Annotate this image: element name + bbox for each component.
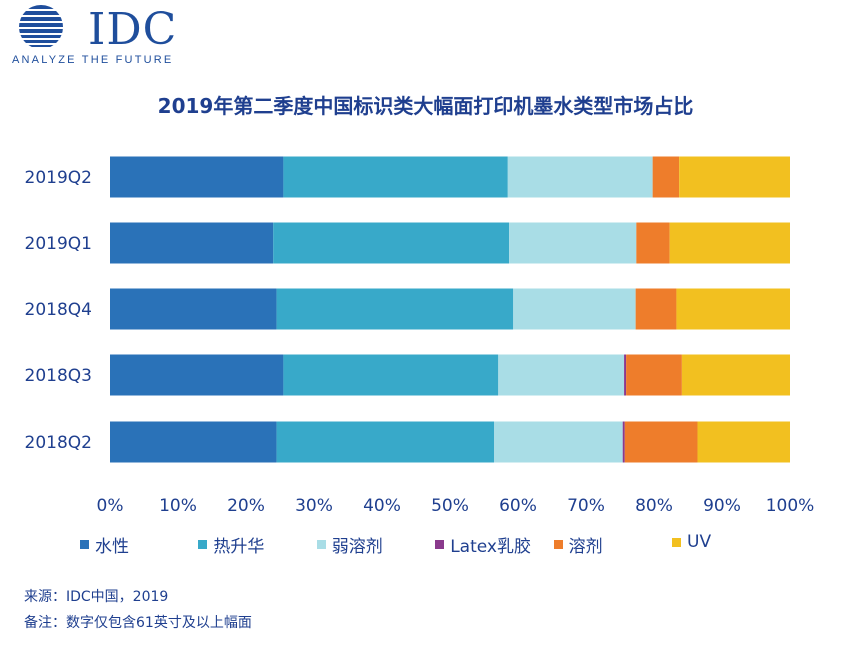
bar-segment bbox=[513, 288, 636, 330]
idc-globe-icon bbox=[19, 5, 63, 47]
bar-segment bbox=[276, 288, 514, 330]
legend-label: 溶剂 bbox=[568, 537, 603, 557]
legend-item: 弱溶剂 bbox=[316, 532, 383, 557]
x-tick-label: 0% bbox=[97, 496, 124, 516]
legend-item: 水性 bbox=[80, 532, 129, 557]
legend-label: 热升华 bbox=[213, 537, 265, 557]
source-note: 来源：IDC中国，2019 bbox=[24, 589, 169, 605]
bar-segment bbox=[110, 421, 277, 463]
legend-item: 热升华 bbox=[198, 532, 264, 557]
legend-label: 水性 bbox=[95, 537, 129, 557]
bar-segment bbox=[624, 354, 627, 396]
idc-logo: IDC ANALYZE THE FUTURE bbox=[10, 4, 180, 68]
bar-segment bbox=[507, 156, 653, 198]
x-tick-label: 40% bbox=[363, 496, 401, 516]
bar-segment bbox=[697, 421, 790, 463]
bar-segment bbox=[624, 421, 698, 463]
category-label: 2018Q3 bbox=[25, 366, 92, 386]
bar-segment bbox=[110, 222, 274, 264]
bar-segment bbox=[635, 288, 677, 330]
legend-swatch bbox=[435, 540, 445, 549]
x-tick-label: 80% bbox=[635, 496, 673, 516]
bar-segment bbox=[276, 421, 495, 463]
x-tick-label: 50% bbox=[431, 496, 469, 516]
category-label: 2019Q2 bbox=[25, 168, 92, 188]
bar-segment bbox=[681, 354, 790, 396]
legend-swatch bbox=[553, 540, 563, 549]
bar-segment bbox=[110, 354, 284, 396]
x-tick-label: 60% bbox=[499, 496, 537, 516]
legend-swatch bbox=[198, 540, 208, 549]
bar-segment bbox=[498, 354, 625, 396]
legend-swatch bbox=[80, 540, 89, 549]
chart-title: 2019年第二季度中国标识类大幅面打印机墨水类型市场占比 bbox=[157, 94, 694, 118]
bar-segment bbox=[636, 222, 670, 264]
x-tick-label: 70% bbox=[567, 496, 605, 516]
legend-label: UV bbox=[687, 532, 712, 552]
legend-item: UV bbox=[672, 532, 711, 552]
legend-item: Latex乳胶 bbox=[435, 532, 531, 557]
legend-label: 弱溶剂 bbox=[331, 537, 383, 557]
legend-swatch bbox=[672, 537, 681, 547]
legend-swatch bbox=[316, 540, 326, 549]
bar-segment bbox=[652, 156, 680, 198]
bar-segment bbox=[283, 156, 508, 198]
legend-label: Latex乳胶 bbox=[450, 537, 531, 557]
logo-wordmark: IDC bbox=[88, 4, 178, 55]
bar-segment bbox=[494, 421, 623, 463]
bar-segment bbox=[509, 222, 637, 264]
bar-segment bbox=[110, 156, 284, 198]
bar-segment bbox=[273, 222, 510, 264]
bar-segment bbox=[622, 421, 625, 463]
bar-segment bbox=[669, 222, 790, 264]
category-label: 2018Q4 bbox=[25, 300, 92, 320]
x-tick-label: 20% bbox=[227, 496, 265, 516]
bar-segment bbox=[679, 156, 790, 198]
bar-segment bbox=[676, 288, 790, 330]
x-tick-label: 100% bbox=[766, 496, 815, 516]
x-tick-label: 90% bbox=[703, 496, 741, 516]
category-label: 2019Q1 bbox=[25, 234, 92, 254]
category-label: 2018Q2 bbox=[25, 433, 92, 453]
legend-item: 溶剂 bbox=[553, 532, 603, 557]
logo-tagline: ANALYZE THE FUTURE bbox=[12, 54, 174, 66]
bar-segment bbox=[626, 354, 682, 396]
stacked-bar-chart: 2019Q2 2019Q1 2018Q4 2018Q3 2018Q2 0% 10% 20% 30… bbox=[25, 156, 815, 516]
x-tick-label: 30% bbox=[295, 496, 333, 516]
bar-segment bbox=[283, 354, 499, 396]
bar-segment bbox=[110, 288, 277, 330]
x-tick-label: 10% bbox=[159, 496, 197, 516]
chart-legend: 水性 热升华 弱溶剂 Latex乳胶 溶剂 UV bbox=[80, 532, 820, 557]
remark-note: 备注：数字仅包含61英寸及以上幅面 bbox=[24, 615, 252, 631]
